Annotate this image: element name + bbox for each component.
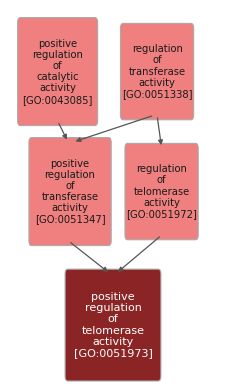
FancyBboxPatch shape: [120, 24, 193, 120]
Text: regulation
of
transferase
activity
[GO:0051338]: regulation of transferase activity [GO:0…: [121, 44, 191, 99]
FancyBboxPatch shape: [65, 269, 160, 381]
Text: positive
regulation
of
transferase
activity
[GO:0051347]: positive regulation of transferase activ…: [35, 159, 105, 224]
FancyBboxPatch shape: [29, 137, 111, 246]
FancyBboxPatch shape: [18, 17, 97, 125]
Text: regulation
of
telomerase
activity
[GO:0051972]: regulation of telomerase activity [GO:00…: [126, 164, 196, 219]
Text: positive
regulation
of
telomerase
activity
[GO:0051973]: positive regulation of telomerase activi…: [73, 292, 152, 358]
Text: positive
regulation
of
catalytic
activity
[GO:0043085]: positive regulation of catalytic activit…: [22, 39, 92, 104]
FancyBboxPatch shape: [124, 144, 197, 240]
